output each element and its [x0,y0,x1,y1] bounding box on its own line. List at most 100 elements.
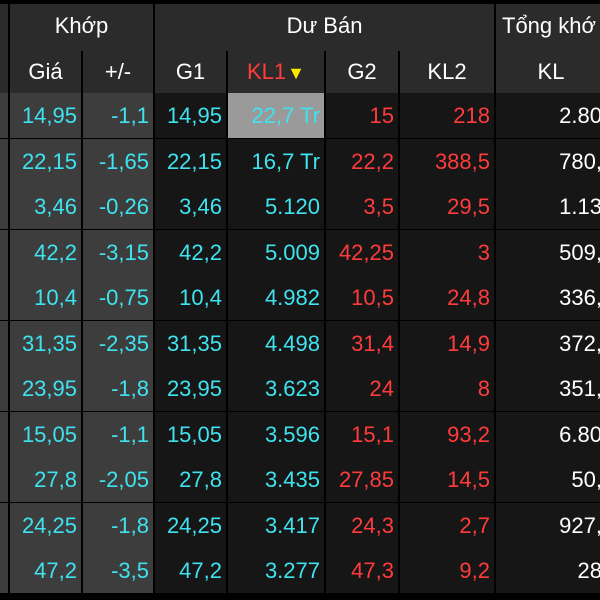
cell-kl: 780, [496,139,600,184]
column-header-kl1[interactable]: KL1▼ [228,48,324,95]
cell-g1: 14,95 [155,93,226,138]
cell-kl2: 24,8 [400,275,494,320]
column-header-kl[interactable]: KL [496,48,600,95]
cell-g2: 24 [326,366,398,411]
cell-change: -0,26 [83,184,153,229]
cell-kl2: 14,5 [400,457,494,502]
cell-kl2: 388,5 [400,139,494,184]
cell-gia: 47,2 [10,548,81,593]
cell-g2: 31,4 [326,321,398,366]
cell-kl2: 9,2 [400,548,494,593]
cell-kl: 509, [496,230,600,275]
cell-change: -2,05 [83,457,153,502]
cell-gia: 10,4 [10,275,81,320]
row-left-edge [0,139,8,184]
cell-kl2: 2,7 [400,503,494,548]
column-header-g2[interactable]: G2 [326,48,398,95]
cell-kl1: 3.596 [228,412,324,457]
cell-g1: 23,95 [155,366,226,411]
row-left-edge [0,503,8,548]
cell-g2: 15 [326,93,398,138]
cell-kl1: 3.623 [228,366,324,411]
cell-g2: 22,2 [326,139,398,184]
column-header-kl2[interactable]: KL2 [400,48,494,95]
cell-gia: 27,8 [10,457,81,502]
column-header-g1[interactable]: G1 [155,48,226,95]
cell-gia: 3,46 [10,184,81,229]
cell-g1: 31,35 [155,321,226,366]
cell-g1: 3,46 [155,184,226,229]
cell-kl2: 14,9 [400,321,494,366]
header-left-edge-sub [0,48,8,95]
cell-kl: 6.80 [496,412,600,457]
cell-gia: 23,95 [10,366,81,411]
cell-change: -2,35 [83,321,153,366]
cell-kl1: 3.435 [228,457,324,502]
header-group-khop: Khớp [10,4,153,51]
cell-gia: 42,2 [10,230,81,275]
cell-kl: 351, [496,366,600,411]
cell-change: -1,65 [83,139,153,184]
cell-change: -0,75 [83,275,153,320]
cell-g2: 3,5 [326,184,398,229]
cell-kl1: 4.982 [228,275,324,320]
cell-g1: 47,2 [155,548,226,593]
cell-kl: 2.80 [496,93,600,138]
cell-gia: 22,15 [10,139,81,184]
cell-kl2: 218 [400,93,494,138]
column-header-gia[interactable]: Giá [10,48,81,95]
row-left-edge [0,93,8,138]
cell-g1: 42,2 [155,230,226,275]
header-group-tong-khop: Tổng khớ [496,4,600,51]
column-header-change[interactable]: +/- [83,48,153,95]
cell-kl1: 5.009 [228,230,324,275]
cell-gia: 14,95 [10,93,81,138]
cell-kl1: 3.277 [228,548,324,593]
cell-kl: 50, [496,457,600,502]
row-left-edge [0,412,8,457]
cell-kl1: 5.120 [228,184,324,229]
cell-g1: 22,15 [155,139,226,184]
cell-kl: 372, [496,321,600,366]
cell-g2: 42,25 [326,230,398,275]
cell-kl2: 29,5 [400,184,494,229]
cell-change: -3,5 [83,548,153,593]
cell-g2: 24,3 [326,503,398,548]
cell-g1: 15,05 [155,412,226,457]
cell-kl: 927, [496,503,600,548]
header-left-edge [0,4,8,51]
row-left-edge [0,366,8,411]
cell-gia: 31,35 [10,321,81,366]
cell-gia: 15,05 [10,412,81,457]
cell-change: -3,15 [83,230,153,275]
row-left-edge [0,457,8,502]
cell-kl2: 8 [400,366,494,411]
column-header-kl1-label: KL1 [247,59,287,84]
row-left-edge [0,275,8,320]
cell-change: -1,8 [83,366,153,411]
cell-g2: 10,5 [326,275,398,320]
cell-kl: 28 [496,548,600,593]
cell-g1: 27,8 [155,457,226,502]
cell-g2: 27,85 [326,457,398,502]
cell-g2: 15,1 [326,412,398,457]
row-left-edge [0,230,8,275]
row-left-edge [0,321,8,366]
cell-kl1: 16,7 Tr [228,139,324,184]
cell-kl: 1.13 [496,184,600,229]
header-group-du-ban: Dư Bán [155,4,494,51]
row-left-edge [0,548,8,593]
cell-gia: 24,25 [10,503,81,548]
cell-kl2: 93,2 [400,412,494,457]
cell-g1: 24,25 [155,503,226,548]
cell-kl1: 3.417 [228,503,324,548]
cell-change: -1,8 [83,503,153,548]
cell-kl2: 3 [400,230,494,275]
cell-change: -1,1 [83,93,153,138]
cell-g2: 47,3 [326,548,398,593]
cell-kl1: 22,7 Tr [228,93,324,138]
cell-kl1: 4.498 [228,321,324,366]
cell-kl: 336, [496,275,600,320]
cell-g1: 10,4 [155,275,226,320]
